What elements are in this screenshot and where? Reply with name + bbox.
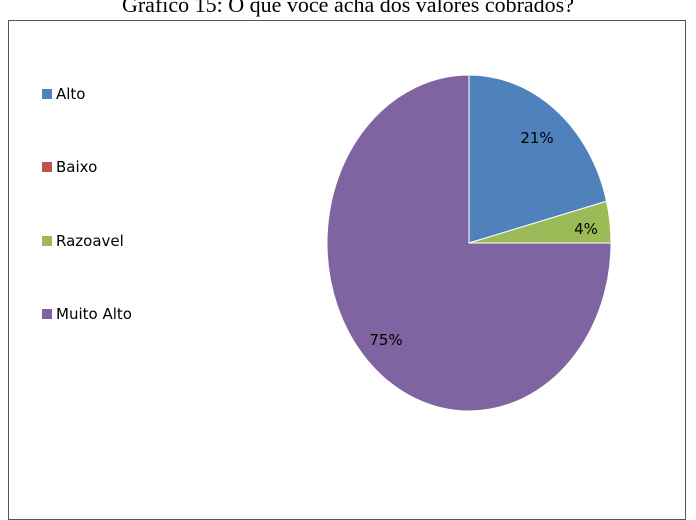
pie-chart: 21% 4% 75% [326, 74, 612, 412]
chart-title: Gráfico 15: O que você acha dos valores … [121, 0, 575, 17]
legend-label-baixo: Baixo [56, 158, 98, 176]
legend-item-alto: Alto [42, 84, 86, 104]
pie-slice-alto [468, 74, 608, 244]
legend-swatch-alto [42, 89, 52, 99]
data-label-muito-alto: 75% [369, 331, 402, 349]
data-label-alto: 21% [520, 129, 553, 147]
legend-swatch-baixo [42, 162, 52, 172]
pie-slice-muito-alto [326, 74, 612, 412]
data-label-razoavel: 4% [574, 220, 598, 238]
legend-label-alto: Alto [56, 85, 86, 103]
legend-item-muito-alto: Muito Alto [42, 304, 132, 324]
legend-swatch-razoavel [42, 236, 52, 246]
legend-label-razoavel: Razoavel [56, 232, 124, 250]
legend-item-razoavel: Razoavel [42, 231, 124, 251]
legend-item-baixo: Baixo [42, 157, 97, 177]
legend-label-muito-alto: Muito Alto [56, 305, 132, 323]
legend-swatch-muito-alto [42, 309, 52, 319]
